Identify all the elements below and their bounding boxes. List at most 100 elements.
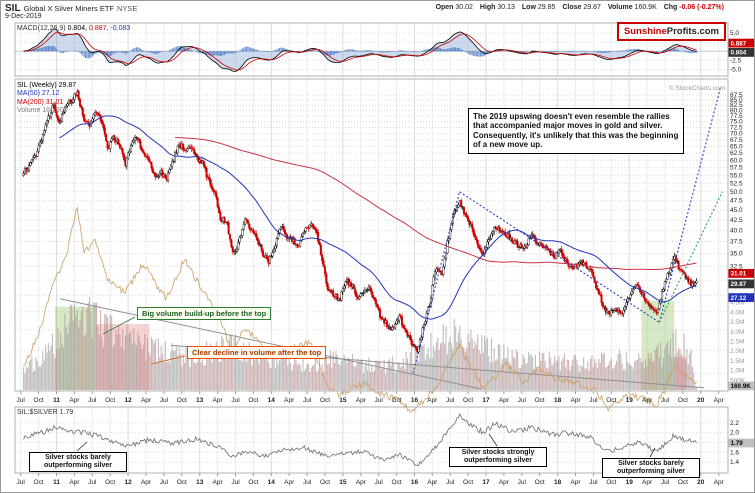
svg-text:1.6: 1.6 (730, 449, 739, 456)
price-legend-item: Volume 160,900 (17, 106, 68, 114)
svg-text:Oct: Oct (320, 479, 330, 486)
svg-text:2.0M: 2.0M (730, 348, 744, 355)
svg-text:18: 18 (554, 479, 562, 486)
svg-text:Oct: Oct (463, 397, 473, 404)
svg-text:32.5: 32.5 (730, 263, 743, 270)
svg-text:Jul: Jul (446, 397, 455, 404)
svg-text:13: 13 (196, 479, 204, 486)
ticker-name: Global X Silver Miners ETF (23, 4, 115, 13)
svg-text:Jul: Jul (303, 397, 312, 404)
svg-text:Oct: Oct (177, 479, 187, 486)
volume-bars (23, 296, 698, 390)
svg-text:67.5: 67.5 (730, 137, 743, 144)
svg-text:11: 11 (53, 479, 60, 486)
svg-text:31.01: 31.01 (731, 271, 747, 278)
close-label: Close (562, 4, 582, 11)
svg-text:27.12: 27.12 (731, 295, 747, 302)
high-label: High (479, 4, 496, 11)
svg-text:62.5: 62.5 (730, 150, 743, 157)
svg-text:Apr: Apr (141, 479, 152, 486)
svg-text:80.0: 80.0 (730, 108, 743, 115)
svg-text:Apr: Apr (141, 397, 152, 404)
macd-legend-values: 0.804, 0.887, -0.083 (66, 25, 131, 32)
svg-text:Jul: Jul (661, 397, 670, 404)
svg-text:Oct: Oct (105, 397, 115, 404)
svg-text:87.5: 87.5 (730, 92, 743, 99)
svg-text:17: 17 (482, 397, 490, 404)
annotation-ratio-right: Silver stocks barely outperforming silve… (602, 458, 700, 479)
svg-text:Jul: Jul (231, 479, 240, 486)
svg-text:-2.5: -2.5 (730, 57, 742, 64)
svg-text:1.79: 1.79 (731, 440, 744, 447)
svg-text:1.4: 1.4 (730, 459, 739, 466)
svg-text:Apr: Apr (356, 397, 367, 404)
svg-text:18: 18 (554, 397, 562, 404)
svg-text:20: 20 (697, 397, 705, 404)
svg-text:Oct: Oct (535, 397, 545, 404)
silver-overlay-line (23, 206, 697, 413)
svg-text:12: 12 (124, 397, 132, 404)
svg-text:13: 13 (196, 397, 204, 404)
svg-text:14: 14 (268, 479, 276, 486)
svg-text:3.5M: 3.5M (730, 319, 744, 326)
svg-text:Jul: Jul (375, 397, 384, 404)
macd-legend-value: 0.804, (65, 25, 88, 32)
svg-text:1.0M: 1.0M (730, 368, 744, 375)
svg-text:Apr: Apr (69, 479, 80, 486)
ticker-symbol: SIL (5, 3, 21, 14)
panel-borders (14, 22, 729, 474)
stockcharts-watermark: © StockCharts.com (668, 85, 725, 92)
macd-legend: MACD(12,26,9) 0.804, 0.887, -0.083 (17, 25, 130, 32)
svg-text:Apr: Apr (213, 479, 224, 486)
svg-text:15: 15 (339, 479, 347, 486)
svg-text:Apr: Apr (714, 397, 725, 404)
svg-text:Jul: Jul (589, 397, 598, 404)
close-value: 29.87 (583, 4, 601, 11)
svg-text:Jul: Jul (88, 397, 97, 404)
svg-text:Jul: Jul (375, 479, 384, 486)
annotation-ratio-mid: Silver stocks strongly outperforming sil… (449, 447, 547, 468)
svg-text:Jul: Jul (589, 479, 598, 486)
annotation-volume-decline: Clear decline in volume after the top (187, 346, 327, 359)
svg-text:Oct: Oct (320, 397, 330, 404)
svg-text:Oct: Oct (34, 479, 44, 486)
ticker-header: SIL Global X Silver Miners ETF NYSE (5, 3, 137, 14)
svg-text:Apr: Apr (427, 397, 438, 404)
svg-text:14: 14 (268, 397, 276, 404)
low-label: Low (521, 4, 536, 11)
open-value: 30.02 (455, 4, 473, 11)
svg-text:Jul: Jul (17, 479, 26, 486)
svg-text:57.5: 57.5 (730, 165, 743, 172)
svg-text:19: 19 (626, 479, 634, 486)
svg-text:500K: 500K (730, 377, 746, 384)
grid-layer (15, 23, 728, 476)
svg-text:0.887: 0.887 (731, 40, 747, 47)
macd-legend-label: MACD(12,26,9) (17, 25, 66, 32)
ratio-line (23, 413, 697, 467)
price-legend-item: MA(50) 27.12 (17, 90, 60, 98)
open-label: Open (435, 4, 454, 11)
chg-value: -0.06 (-0.27%) (679, 4, 724, 11)
svg-text:Jul: Jul (518, 479, 527, 486)
axis-labels: 32.5 35.0 37.5 40.0 42.5 45.0 47.5 50.0 52.555.0… (17, 30, 746, 486)
svg-text:55.0: 55.0 (730, 172, 743, 179)
svg-text:4.5M: 4.5M (730, 300, 744, 307)
annotation-ratio-left: Silver stocks barely outperforming silve… (29, 452, 127, 473)
svg-text:16: 16 (411, 479, 419, 486)
svg-text:20: 20 (697, 479, 705, 486)
volume-value: 160.9K (634, 4, 657, 11)
svg-text:Apr: Apr (213, 397, 224, 404)
macd-legend-value: -0.083 (108, 25, 131, 32)
svg-text:2.2: 2.2 (730, 420, 739, 427)
svg-text:77.5: 77.5 (730, 113, 743, 120)
svg-text:47.5: 47.5 (730, 198, 743, 205)
svg-text:45.0: 45.0 (730, 207, 743, 214)
svg-text:17: 17 (482, 479, 490, 486)
svg-text:Oct: Oct (678, 397, 688, 404)
price-legend: SIL (Weekly) 29.87 MA(50) 27.12 MA(200) 31… (17, 82, 76, 115)
svg-text:85.0: 85.0 (730, 97, 743, 104)
svg-text:Oct: Oct (606, 397, 616, 404)
svg-text:Apr: Apr (284, 397, 295, 404)
svg-text:11: 11 (53, 397, 60, 404)
annotation-trendlines (412, 86, 723, 374)
